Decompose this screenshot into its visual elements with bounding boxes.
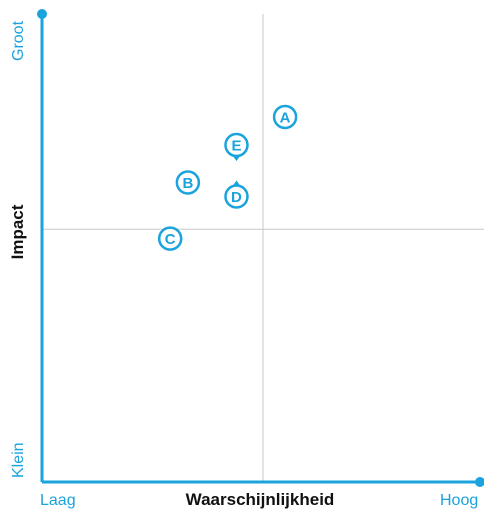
marker-label: C (165, 231, 176, 248)
data-point-c: C (157, 226, 183, 251)
marker-label: D (231, 189, 242, 206)
y-axis-max-label: Groot (10, 20, 27, 61)
y-axis-title: Impact (8, 204, 27, 259)
marker-circle (157, 226, 183, 251)
x-axis-min-label: Laag (40, 492, 76, 509)
marker-circle (224, 184, 249, 209)
y-axis-min-label: Klein (10, 442, 27, 478)
marker-label: A (280, 109, 291, 126)
data-points: A E B D C (157, 104, 298, 251)
marker-label: B (182, 175, 193, 192)
data-point-d: D (224, 180, 249, 209)
data-point-b: B (175, 170, 201, 195)
marker-circle (272, 104, 298, 130)
data-point-a: A (272, 104, 298, 130)
x-axis-title: Waarschijnlijkheid (186, 490, 335, 509)
x-axis-end-dot (475, 477, 484, 487)
data-point-e: E (224, 132, 249, 162)
marker-label: E (231, 138, 241, 155)
marker-circle (224, 132, 249, 158)
marker-circle (175, 170, 201, 195)
x-axis-max-label: Hoog (440, 492, 478, 509)
y-axis-end-dot (37, 9, 47, 19)
